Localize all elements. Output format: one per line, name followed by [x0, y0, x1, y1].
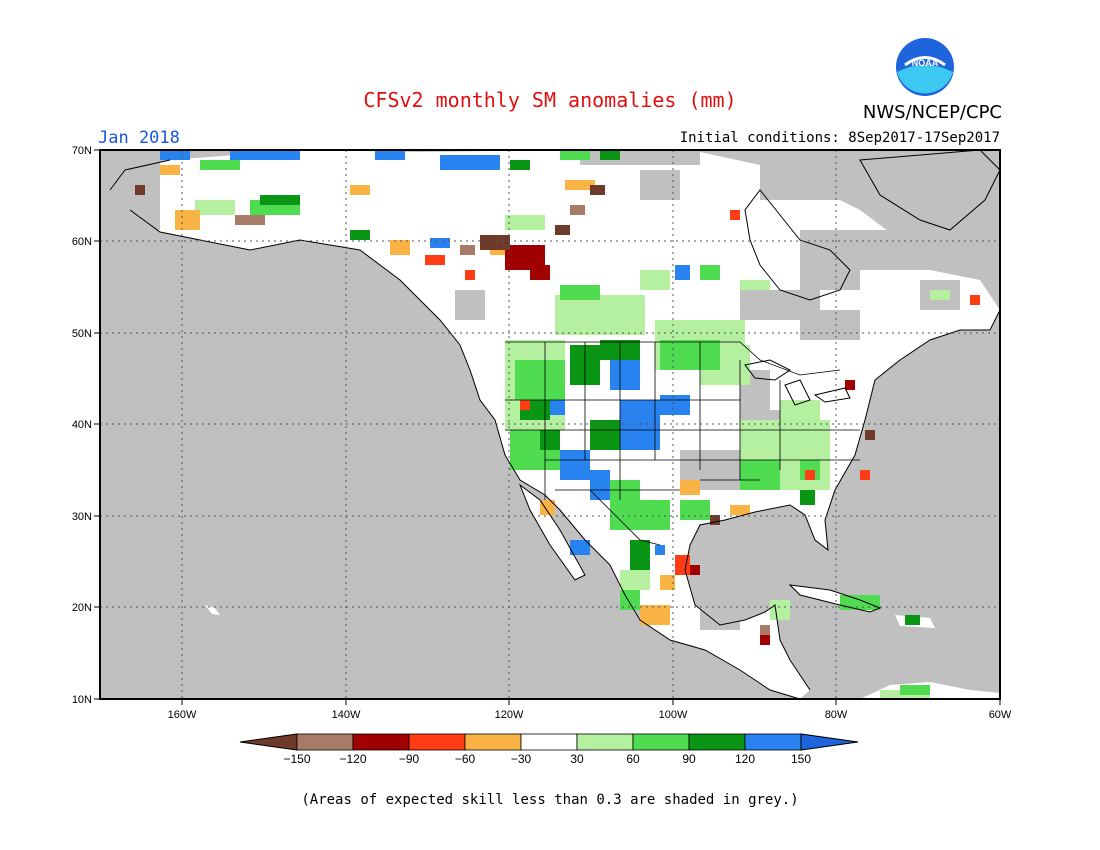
legend-swatch — [296, 733, 354, 751]
legend-tick-label: −150 — [283, 752, 310, 766]
legend-tick-label: 60 — [626, 752, 640, 766]
forecast-period: Jan 2018 — [98, 128, 180, 148]
footnote: (Areas of expected skill less than 0.3 a… — [301, 792, 799, 808]
coastline-cuba — [788, 584, 882, 613]
lon-label: 140W — [332, 709, 361, 721]
lat-label: 40N — [72, 419, 92, 431]
legend-swatch — [688, 733, 746, 751]
land-greenland — [860, 150, 1000, 230]
legend-swatch — [408, 733, 466, 751]
lat-label: 70N — [72, 145, 92, 157]
lat-label: 50N — [72, 328, 92, 340]
legend-tick-label: −120 — [339, 752, 366, 766]
lon-label: 120W — [495, 709, 524, 721]
lon-label: 100W — [659, 709, 688, 721]
lat-label: 60N — [72, 236, 92, 248]
lat-label: 20N — [72, 602, 92, 614]
legend-tick-label: 90 — [682, 752, 696, 766]
legend-tick-label: −90 — [399, 752, 420, 766]
anomaly-cells — [135, 150, 980, 699]
legend-swatch — [744, 733, 802, 751]
legend-tick-label: 30 — [570, 752, 584, 766]
legend-swatch — [352, 733, 410, 751]
coastline-hudson — [744, 189, 851, 301]
agency-label: NWS/NCEP/CPC — [862, 102, 1002, 123]
noaa-logo: NOAA — [896, 38, 954, 96]
lat-label: 30N — [72, 511, 92, 523]
coastline-greenland — [859, 150, 1000, 231]
coastline — [109, 159, 1000, 699]
initial-conditions: Initial conditions: 8Sep2017-17Sep2017 — [679, 130, 1000, 146]
legend-swatch — [632, 733, 690, 751]
noaa-logo-text: NOAA — [912, 58, 939, 68]
color-legend: −150 −120 −90 −60 −30 30 60 90 120 150 — [239, 733, 859, 766]
legend-arrow-right — [800, 733, 859, 751]
legend-swatch — [464, 733, 522, 751]
lon-label: 160W — [168, 709, 197, 721]
political-borders — [505, 341, 860, 546]
lat-label: 10N — [72, 694, 92, 706]
chart-title: CFSv2 monthly SM anomalies (mm) — [363, 88, 737, 112]
legend-tick-label: −60 — [455, 752, 476, 766]
axis-ticks — [94, 149, 1001, 705]
legend-arrow-left — [239, 733, 298, 751]
legend-swatch — [520, 733, 578, 751]
legend-tick-label: −30 — [511, 752, 532, 766]
lon-label: 80W — [825, 709, 848, 721]
graticule — [100, 150, 1000, 699]
legend-swatch — [576, 733, 634, 751]
great-lakes — [744, 359, 851, 406]
legend-tick-label: 120 — [735, 752, 755, 766]
lon-label: 60W — [989, 709, 1012, 721]
land-baja — [520, 485, 585, 580]
legend-tick-label: 150 — [791, 752, 811, 766]
